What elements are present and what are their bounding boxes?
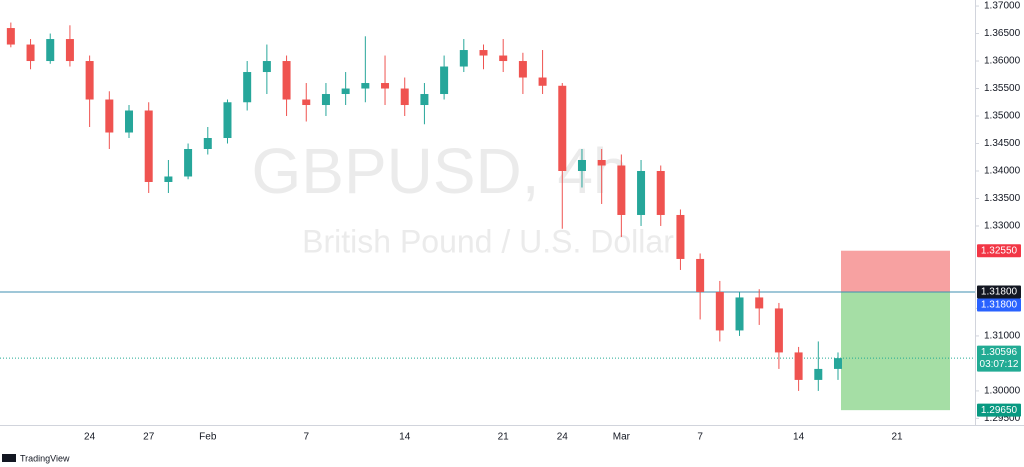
x-tick-label: Feb: [199, 432, 217, 443]
candle-body: [381, 83, 390, 89]
price-marker-label: 1.30596: [981, 347, 1018, 358]
x-tick-label: 7: [697, 432, 703, 443]
x-tick-label: 24: [557, 432, 569, 443]
candle-body: [755, 297, 764, 309]
brand-logo: TradingView: [2, 453, 70, 463]
price-marker-label: 1.32550: [981, 245, 1018, 256]
candle-body: [774, 308, 783, 353]
candle-body: [597, 159, 606, 166]
y-tick-label: 1.37000: [984, 1, 1021, 12]
price-marker: [977, 403, 1021, 417]
candle-body: [46, 39, 55, 62]
y-tick-label: 1.35500: [984, 83, 1021, 94]
candle-body: [65, 39, 74, 62]
candle-body: [459, 50, 468, 67]
candle-body: [243, 72, 252, 103]
candle-body: [321, 94, 330, 106]
candle-body: [715, 291, 724, 331]
watermark-subtitle: British Pound / U.S. Dollar: [302, 223, 674, 259]
candle-body: [833, 358, 842, 369]
candle-body: [577, 159, 586, 171]
candle-body: [420, 94, 429, 106]
y-tick-label: 1.34500: [984, 138, 1021, 149]
y-tick-label: 1.33500: [984, 193, 1021, 204]
candle-body: [794, 352, 803, 380]
candle-body: [125, 110, 134, 133]
price-marker-label: 1.31800: [981, 300, 1018, 311]
candle-body: [282, 61, 291, 100]
y-tick-label: 1.29500: [984, 413, 1021, 424]
candle-body: [341, 88, 350, 95]
brand-name: TradingView: [20, 453, 70, 463]
price-marker: [977, 345, 1021, 372]
candle-body: [105, 99, 114, 133]
candle-body: [814, 368, 823, 380]
candle-body: [361, 83, 370, 89]
x-tick-label: 21: [498, 432, 510, 443]
price-marker-label: 1.31800: [981, 287, 1018, 298]
candle-body: [637, 170, 646, 215]
candle-body: [26, 44, 35, 62]
x-tick-label: 7: [303, 432, 309, 443]
countdown-label: 03:07:12: [980, 359, 1019, 370]
y-tick-label: 1.31000: [984, 331, 1021, 342]
x-tick-label: 14: [793, 432, 805, 443]
price-marker-label: 1.29650: [981, 405, 1018, 416]
position-target-zone: [840, 291, 950, 411]
candle-body: [223, 102, 232, 139]
candle-body: [85, 61, 94, 100]
candle-body: [440, 66, 449, 95]
candle-body: [262, 61, 271, 73]
candle-body: [696, 258, 705, 292]
y-tick-label: 1.35000: [984, 111, 1021, 122]
price-marker: [977, 285, 1021, 299]
candle-body: [656, 170, 665, 215]
logo-icon: [2, 454, 16, 462]
candle-body: [144, 110, 153, 182]
x-tick-label: 24: [84, 432, 96, 443]
x-tick-label: 21: [892, 432, 904, 443]
position-stop-zone: [840, 250, 950, 292]
y-tick-label: 1.36000: [984, 56, 1021, 67]
candle-body: [479, 50, 488, 56]
price-marker: [977, 244, 1021, 258]
candle-body: [184, 148, 193, 177]
candle-body: [499, 55, 508, 62]
y-tick-label: 1.33000: [984, 221, 1021, 232]
price-marker: [977, 298, 1021, 312]
x-tick-label: 14: [399, 432, 411, 443]
candle-body: [164, 176, 173, 182]
candle-body: [302, 99, 311, 106]
candle-body: [400, 88, 409, 106]
y-tick-label: 1.30000: [984, 386, 1021, 397]
candle-body: [617, 165, 626, 215]
candle-body: [676, 214, 685, 259]
candle-body: [203, 138, 212, 149]
x-tick-label: 27: [143, 432, 155, 443]
candle-body: [6, 28, 15, 45]
candle-body: [538, 77, 547, 86]
candle-body: [518, 61, 527, 78]
y-tick-label: 1.36500: [984, 28, 1021, 39]
x-tick-label: Mar: [613, 432, 631, 443]
y-tick-label: 1.34000: [984, 166, 1021, 177]
watermark-title: GBPUSD, 4h: [251, 135, 628, 207]
candle-body: [735, 297, 744, 331]
candle-body: [558, 85, 567, 171]
